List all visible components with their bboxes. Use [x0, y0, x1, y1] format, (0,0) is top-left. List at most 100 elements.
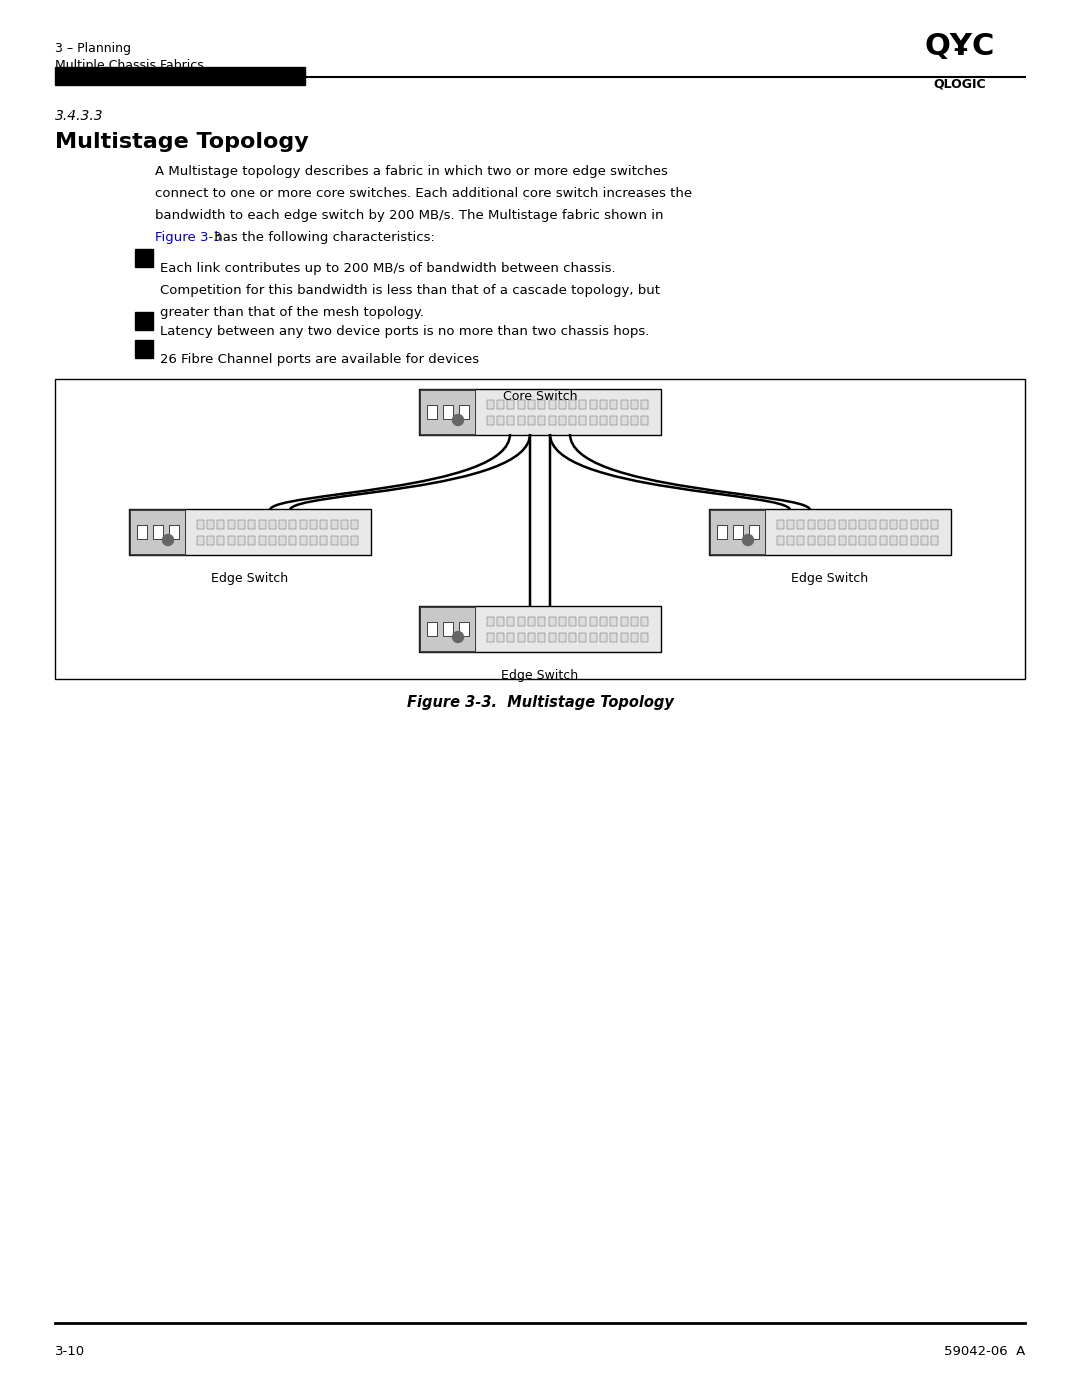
- Bar: [517, 616, 525, 626]
- Text: bandwidth to each edge switch by 200 MB/s. The Multistage fabric shown in: bandwidth to each edge switch by 200 MB/…: [156, 210, 663, 222]
- Bar: [910, 520, 918, 528]
- Bar: [279, 520, 286, 528]
- Bar: [921, 520, 928, 528]
- Bar: [197, 520, 204, 528]
- Text: 26 Fibre Channel ports are available for devices: 26 Fibre Channel ports are available for…: [160, 353, 480, 366]
- Bar: [901, 535, 907, 545]
- Bar: [787, 535, 794, 545]
- Bar: [258, 520, 266, 528]
- Bar: [621, 400, 627, 408]
- Bar: [797, 535, 805, 545]
- Text: greater than that of the mesh topology.: greater than that of the mesh topology.: [160, 306, 424, 319]
- Text: A Multistage topology describes a fabric in which two or more edge switches: A Multistage topology describes a fabric…: [156, 165, 667, 177]
- Bar: [600, 400, 607, 408]
- Bar: [880, 520, 887, 528]
- Bar: [497, 616, 504, 626]
- Bar: [508, 415, 514, 425]
- Bar: [610, 400, 618, 408]
- Text: 3.4.3.3: 3.4.3.3: [55, 109, 104, 123]
- Bar: [750, 525, 759, 539]
- Bar: [135, 339, 153, 358]
- Bar: [849, 520, 855, 528]
- Bar: [733, 525, 743, 539]
- Bar: [621, 415, 627, 425]
- Circle shape: [453, 631, 463, 643]
- FancyBboxPatch shape: [419, 606, 661, 652]
- Bar: [569, 400, 576, 408]
- Bar: [710, 510, 765, 555]
- Bar: [508, 400, 514, 408]
- Bar: [153, 525, 163, 539]
- Bar: [420, 390, 475, 434]
- Bar: [538, 400, 545, 408]
- Bar: [631, 616, 638, 626]
- Bar: [289, 535, 296, 545]
- Text: 3-10: 3-10: [55, 1345, 85, 1358]
- Bar: [549, 415, 555, 425]
- Bar: [427, 405, 437, 419]
- Text: Edge Switch: Edge Switch: [792, 571, 868, 585]
- Text: Edge Switch: Edge Switch: [212, 571, 288, 585]
- Bar: [569, 633, 576, 641]
- Circle shape: [453, 415, 463, 426]
- Text: Multistage Topology: Multistage Topology: [55, 131, 309, 152]
- FancyBboxPatch shape: [708, 509, 951, 555]
- Text: 59042-06  A: 59042-06 A: [944, 1345, 1025, 1358]
- Bar: [168, 525, 179, 539]
- Bar: [838, 520, 846, 528]
- Bar: [459, 405, 469, 419]
- Bar: [600, 633, 607, 641]
- Bar: [258, 535, 266, 545]
- Bar: [330, 535, 338, 545]
- Text: has the following characteristics:: has the following characteristics:: [210, 231, 435, 244]
- Circle shape: [162, 535, 174, 545]
- Text: 3 – Planning: 3 – Planning: [55, 42, 131, 54]
- Bar: [600, 415, 607, 425]
- Bar: [621, 616, 627, 626]
- Bar: [818, 520, 825, 528]
- FancyBboxPatch shape: [55, 379, 1025, 679]
- Text: Each link contributes up to 200 MB/s of bandwidth between chassis.: Each link contributes up to 200 MB/s of …: [160, 263, 616, 275]
- Bar: [808, 535, 814, 545]
- Bar: [228, 535, 234, 545]
- Bar: [279, 535, 286, 545]
- Bar: [642, 633, 648, 641]
- Bar: [631, 415, 638, 425]
- Bar: [869, 535, 877, 545]
- Bar: [217, 520, 225, 528]
- Bar: [569, 616, 576, 626]
- Bar: [197, 535, 204, 545]
- Bar: [528, 400, 535, 408]
- Bar: [580, 633, 586, 641]
- Bar: [642, 616, 648, 626]
- Bar: [860, 535, 866, 545]
- Bar: [517, 633, 525, 641]
- Bar: [497, 400, 504, 408]
- Bar: [135, 249, 153, 267]
- Bar: [538, 616, 545, 626]
- Text: QҰC: QҰC: [924, 32, 995, 61]
- Bar: [443, 405, 453, 419]
- Bar: [497, 633, 504, 641]
- Bar: [517, 400, 525, 408]
- Bar: [420, 608, 475, 651]
- Bar: [590, 400, 597, 408]
- Bar: [549, 633, 555, 641]
- Text: QLOGIC: QLOGIC: [934, 77, 986, 89]
- Text: Figure 3-3.  Multistage Topology: Figure 3-3. Multistage Topology: [406, 694, 674, 710]
- Bar: [487, 633, 494, 641]
- Bar: [590, 616, 597, 626]
- Bar: [610, 415, 618, 425]
- Bar: [487, 415, 494, 425]
- Bar: [420, 390, 475, 434]
- Bar: [321, 520, 327, 528]
- Bar: [130, 510, 185, 555]
- Bar: [528, 616, 535, 626]
- Bar: [631, 633, 638, 641]
- Bar: [890, 535, 897, 545]
- Bar: [341, 535, 348, 545]
- Bar: [901, 520, 907, 528]
- Bar: [310, 535, 318, 545]
- Bar: [849, 535, 855, 545]
- Bar: [300, 535, 307, 545]
